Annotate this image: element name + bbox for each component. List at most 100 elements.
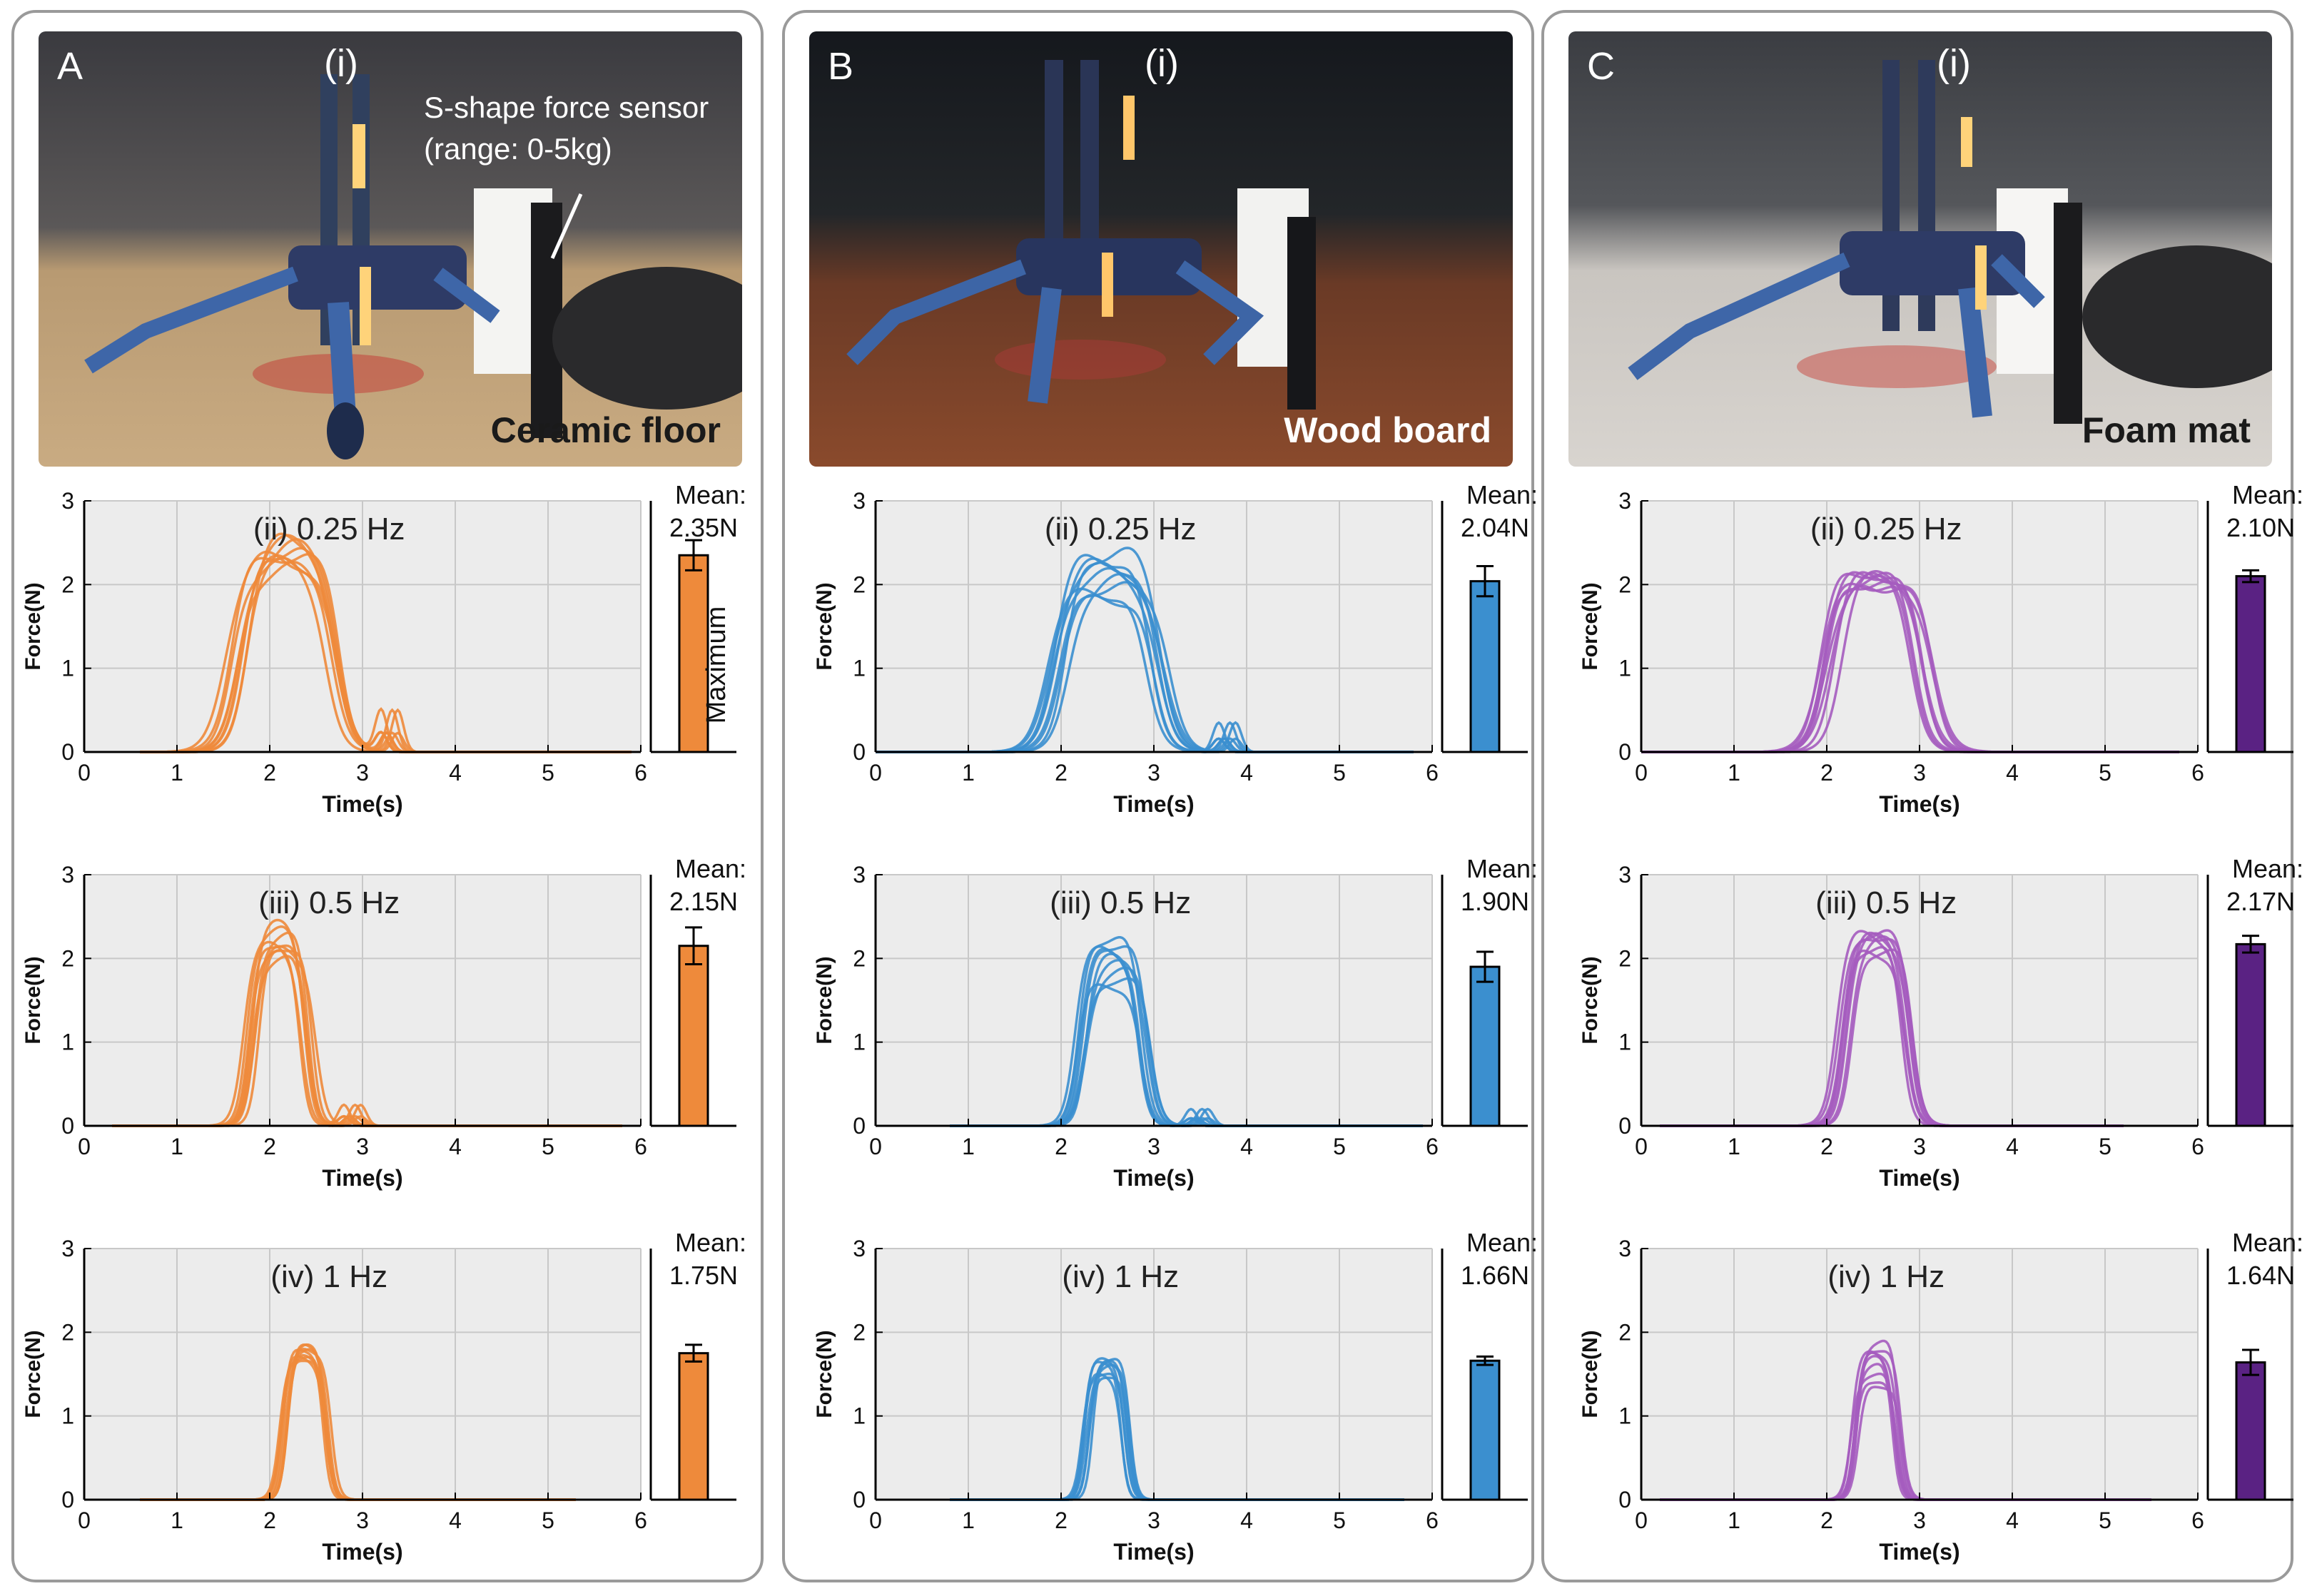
force-chart-c-4: 0 1 2 3 4 5 6 0 1 2 3 Time(s) Force(N) (iv) 1 Hz Mean:… xyxy=(1578,1228,2303,1565)
panel-letter: B xyxy=(828,45,854,88)
y-axis-label: Force(N) xyxy=(1578,1330,1602,1418)
y-tick-label: 1 xyxy=(853,1030,866,1055)
x-tick-label: 6 xyxy=(2191,760,2204,786)
y-tick-label: 2 xyxy=(61,1319,74,1345)
x-tick-label: 1 xyxy=(1728,760,1740,786)
x-tick-label: 0 xyxy=(1635,1508,1648,1533)
force-chart-c-3: 0 1 2 3 4 5 6 0 1 2 3 Time(s) Force(N) (iii) 0.5 Hz Me… xyxy=(1578,854,2303,1191)
y-tick-label: 0 xyxy=(1618,1113,1631,1139)
y-tick-label: 2 xyxy=(853,945,866,971)
x-tick-label: 6 xyxy=(634,1508,647,1533)
force-chart-a-2: 0 1 2 3 4 5 6 0 1 2 3 Time(s) Force(N) (ii) 0.25 Hz Me… xyxy=(21,480,746,817)
x-tick-label: 2 xyxy=(1055,1134,1068,1159)
x-tick-label: 1 xyxy=(962,1134,975,1159)
plot-title: (ii) 0.25 Hz xyxy=(253,512,405,547)
x-axis-label: Time(s) xyxy=(1879,1165,1959,1191)
mean-label: Mean: xyxy=(675,854,746,883)
x-axis-label: Time(s) xyxy=(322,1539,402,1565)
panel-a: A (i) S-shape force sensor (range: 0-5kg… xyxy=(11,10,764,1582)
sensor-note-line-1: S-shape force sensor xyxy=(424,91,709,124)
mean-bar xyxy=(1469,965,1501,1127)
mean-value: 1.90N xyxy=(1461,887,1529,916)
plot-title: (iv) 1 Hz xyxy=(1062,1259,1179,1294)
y-tick-label: 0 xyxy=(61,1113,74,1139)
y-tick-label: 1 xyxy=(1618,656,1631,681)
x-tick-label: 1 xyxy=(171,1508,183,1533)
x-tick-label: 2 xyxy=(1820,1134,1833,1159)
x-tick-label: 0 xyxy=(78,1134,91,1159)
plot-title: (iii) 0.5 Hz xyxy=(1815,885,1957,920)
mean-value: 1.66N xyxy=(1461,1261,1529,1290)
x-tick-label: 4 xyxy=(1240,1508,1253,1533)
robot-illustration xyxy=(846,60,1316,410)
y-tick-label: 3 xyxy=(1618,1236,1631,1261)
x-axis-label: Time(s) xyxy=(1113,791,1194,817)
photo-wood-board: B (i) Wood board xyxy=(809,31,1513,467)
force-chart-a-3: 0 1 2 3 4 5 6 0 1 2 3 Time(s) Force(N) (iii) 0.5 Hz Me… xyxy=(21,854,746,1191)
y-axis-label: Force(N) xyxy=(813,582,836,670)
y-axis-label: Force(N) xyxy=(1578,582,1602,670)
force-chart-a-4: 0 1 2 3 4 5 6 0 1 2 3 Time(s) Force(N) (iv) 1 Hz Mean:… xyxy=(21,1228,746,1565)
x-tick-label: 3 xyxy=(1913,1508,1926,1533)
mean-bar xyxy=(2235,575,2266,753)
x-tick-label: 2 xyxy=(263,760,276,786)
plot-title: (iii) 0.5 Hz xyxy=(1050,885,1191,920)
x-tick-label: 5 xyxy=(542,760,554,786)
y-axis-label: Force(N) xyxy=(813,1330,836,1418)
surface-label: Foam mat xyxy=(2082,410,2251,450)
x-tick-label: 5 xyxy=(1333,760,1346,786)
robot-illustration xyxy=(1628,60,2272,424)
x-tick-label: 2 xyxy=(263,1134,276,1159)
y-axis-label: Force(N) xyxy=(21,956,45,1044)
x-tick-label: 3 xyxy=(356,760,369,786)
x-tick-label: 4 xyxy=(449,760,462,786)
x-tick-label: 2 xyxy=(1055,1508,1068,1533)
x-tick-label: 4 xyxy=(1240,760,1253,786)
plot-title: (ii) 0.25 Hz xyxy=(1810,512,1962,547)
x-tick-label: 5 xyxy=(542,1134,554,1159)
sensor-annotation: S-shape force sensor (range: 0-5kg) xyxy=(424,87,709,170)
mean-bar xyxy=(2235,1361,2266,1501)
x-tick-label: 0 xyxy=(1635,760,1648,786)
mean-label: Mean: xyxy=(2232,1228,2303,1257)
x-tick-label: 1 xyxy=(962,1508,975,1533)
photo-label: (i) xyxy=(1937,42,1971,85)
y-tick-label: 0 xyxy=(1618,1487,1631,1513)
force-chart-b-4: 0 1 2 3 4 5 6 0 1 2 3 Time(s) Force(N) (iv) 1 Hz Mean:… xyxy=(813,1228,1538,1565)
x-tick-label: 3 xyxy=(1147,760,1160,786)
x-tick-label: 0 xyxy=(1635,1134,1648,1159)
x-tick-label: 5 xyxy=(2099,1508,2111,1533)
y-tick-label: 1 xyxy=(853,656,866,681)
y-axis-label: Force(N) xyxy=(21,582,45,670)
mean-value: 1.64N xyxy=(2226,1261,2295,1290)
x-tick-label: 2 xyxy=(1055,760,1068,786)
mean-label: Mean: xyxy=(1466,1228,1538,1257)
y-tick-label: 2 xyxy=(1618,945,1631,971)
y-tick-label: 3 xyxy=(61,1236,74,1261)
y-tick-label: 1 xyxy=(61,1403,74,1429)
mean-bar xyxy=(678,1352,709,1501)
x-tick-label: 3 xyxy=(1913,1134,1926,1159)
x-tick-label: 0 xyxy=(869,1134,882,1159)
x-tick-label: 4 xyxy=(449,1134,462,1159)
x-tick-label: 5 xyxy=(2099,1134,2111,1159)
y-tick-label: 3 xyxy=(853,862,866,888)
surface-label: Wood board xyxy=(1284,410,1491,450)
x-tick-label: 2 xyxy=(263,1508,276,1533)
x-tick-label: 6 xyxy=(634,1134,647,1159)
x-tick-label: 3 xyxy=(356,1508,369,1533)
photo-label: (i) xyxy=(1145,42,1179,85)
panel-letter: C xyxy=(1587,45,1615,88)
photo-ceramic-floor: A (i) S-shape force sensor (range: 0-5kg… xyxy=(39,31,742,467)
plot-title: (ii) 0.25 Hz xyxy=(1045,512,1197,547)
y-tick-label: 1 xyxy=(61,656,74,681)
y-tick-label: 2 xyxy=(853,571,866,597)
mean-bar xyxy=(1469,580,1501,753)
panel-letter: A xyxy=(57,45,83,88)
mean-bar xyxy=(1469,1359,1501,1501)
y-tick-label: 1 xyxy=(61,1030,74,1055)
x-tick-label: 5 xyxy=(1333,1508,1346,1533)
y-tick-label: 2 xyxy=(853,1319,866,1345)
x-tick-label: 3 xyxy=(1147,1508,1160,1533)
